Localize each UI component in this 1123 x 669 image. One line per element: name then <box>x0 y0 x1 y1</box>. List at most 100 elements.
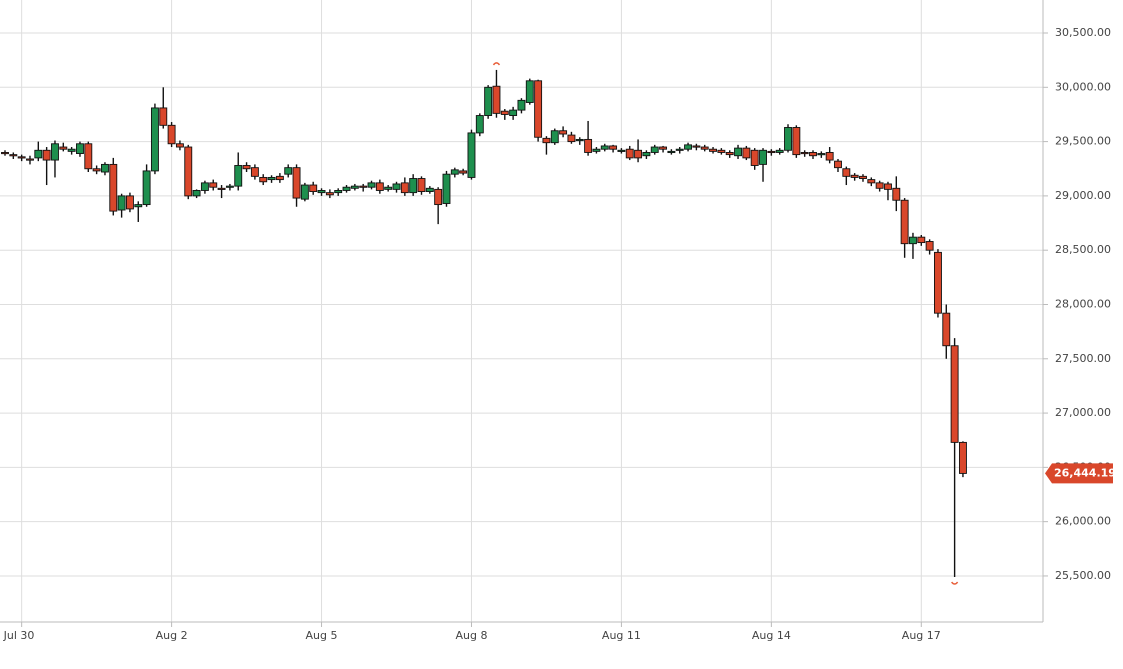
candle-body <box>884 183 892 190</box>
candle-body <box>809 152 817 157</box>
candle-body <box>825 152 834 161</box>
candle-body <box>775 149 784 153</box>
candle-body <box>575 138 584 142</box>
candle-body <box>467 132 476 178</box>
candle-body <box>542 137 551 144</box>
candle-body <box>292 167 301 199</box>
candle-body <box>275 175 284 181</box>
candle-body <box>34 149 43 159</box>
candle-body <box>525 80 534 103</box>
candle-body <box>9 154 18 157</box>
candle-body <box>134 204 143 208</box>
y-tick-label: 30,000.00 <box>1055 80 1111 93</box>
candle-body <box>609 145 618 150</box>
candle-body <box>392 183 401 190</box>
candle-body <box>534 80 543 138</box>
x-tick-label: Aug 5 <box>306 629 338 642</box>
y-tick-label: 30,500.00 <box>1055 26 1111 39</box>
candle-body <box>817 153 826 156</box>
candle-body <box>309 184 318 193</box>
candle-body <box>1 152 9 155</box>
candle-body <box>517 99 526 111</box>
candle-body <box>234 165 243 187</box>
candle-body <box>67 148 76 152</box>
candle-body <box>225 185 234 188</box>
candle-body <box>76 143 84 154</box>
candle-body <box>592 148 601 152</box>
candle-body <box>450 169 459 175</box>
candle-body <box>834 160 842 169</box>
candle-body <box>84 143 93 170</box>
candle-body <box>350 185 359 189</box>
candle-body <box>26 158 34 161</box>
candle-body <box>367 182 376 188</box>
candle-body <box>242 165 251 170</box>
candle-body <box>784 127 792 151</box>
candle-body <box>300 184 309 200</box>
candle-body <box>125 195 134 210</box>
candle-body <box>767 150 776 154</box>
x-tick-label: Aug 11 <box>602 629 641 642</box>
candle-body <box>217 187 226 190</box>
x-tick-label: Aug 14 <box>752 629 791 642</box>
candle-body <box>925 241 934 251</box>
candle-body <box>159 107 168 126</box>
candle-body <box>667 150 676 154</box>
y-tick-label: 26,000.00 <box>1055 515 1111 528</box>
candle-body <box>51 143 59 161</box>
candle-body <box>875 182 884 189</box>
candle-body <box>267 176 276 181</box>
candle-body <box>117 195 126 211</box>
x-tick-label: Jul 30 <box>3 629 35 642</box>
candle-body <box>800 152 809 155</box>
candle-body <box>900 199 909 245</box>
candle-body <box>934 251 942 314</box>
candle-body <box>559 130 568 135</box>
candle-body <box>842 168 851 177</box>
x-tick-label: Aug 8 <box>455 629 487 642</box>
candle-body <box>942 312 951 347</box>
candle-body <box>284 167 293 175</box>
candle-body <box>917 236 926 244</box>
candle-body <box>475 115 484 134</box>
candle-body <box>909 236 917 245</box>
plot: 25,500.0026,000.0026,500.0027,000.0027,5… <box>1 26 1116 642</box>
candle-body <box>892 187 901 201</box>
candle-body <box>317 190 326 194</box>
candle-body <box>950 345 959 443</box>
candle-body <box>200 182 209 191</box>
candle-body <box>150 107 159 172</box>
candle-body <box>250 167 259 177</box>
candle-body <box>384 186 393 190</box>
candle-body <box>650 146 659 153</box>
candle-body <box>867 179 876 184</box>
y-tick-label: 27,500.00 <box>1055 352 1111 365</box>
candle-body <box>859 175 867 179</box>
candle-body <box>684 144 693 150</box>
candle-body <box>617 149 626 152</box>
candle-body <box>625 148 634 159</box>
candle-body <box>259 176 268 183</box>
last-price-label: 26,444.19 <box>1054 466 1116 479</box>
candle-body <box>209 182 218 188</box>
candle-body <box>700 146 709 150</box>
candle-body <box>459 170 468 174</box>
candle-body <box>192 190 201 197</box>
candle-body <box>417 178 426 193</box>
candle-body <box>175 143 184 148</box>
candle-body <box>42 149 51 161</box>
y-tick-label: 29,000.00 <box>1055 189 1111 202</box>
y-tick-label: 25,500.00 <box>1055 569 1111 582</box>
candle-body <box>550 130 559 144</box>
y-tick-label: 28,000.00 <box>1055 297 1111 310</box>
candle-body <box>509 109 518 116</box>
y-tick-label: 28,500.00 <box>1055 243 1111 256</box>
candle-body <box>400 182 409 194</box>
candle-body <box>850 174 859 178</box>
candle-body <box>334 190 343 194</box>
candle-body <box>92 168 101 172</box>
candle-body <box>734 147 742 157</box>
candle-body <box>500 110 509 115</box>
candle-body <box>359 185 368 188</box>
